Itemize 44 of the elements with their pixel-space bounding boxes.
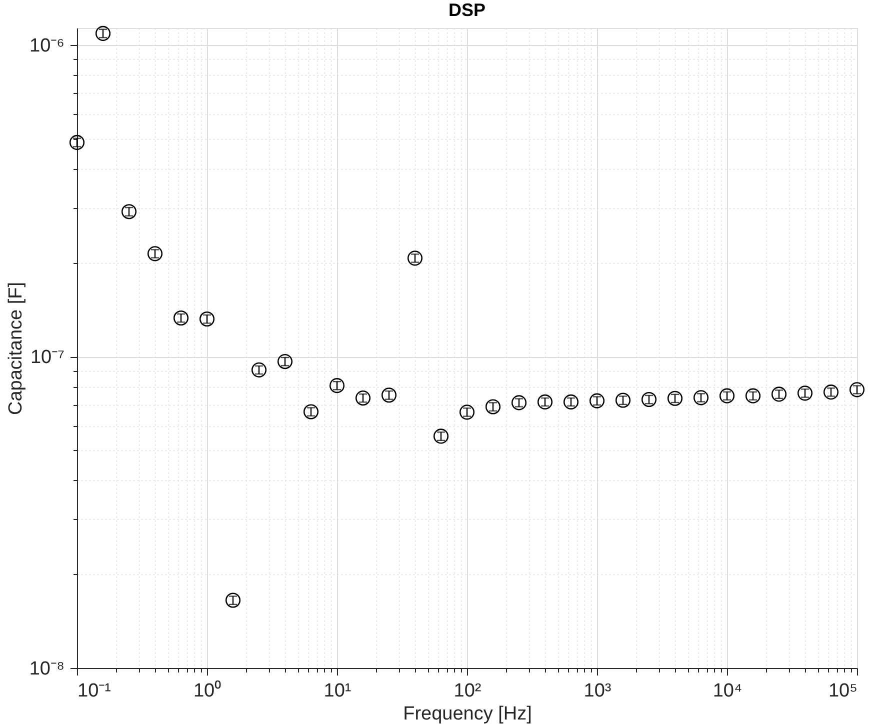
y-tick-label: 10⁻⁷: [30, 347, 65, 368]
point: [433, 428, 449, 444]
point: [719, 388, 735, 404]
point: [797, 386, 813, 401]
point: [849, 382, 865, 398]
point: [641, 392, 657, 408]
point: [615, 392, 631, 408]
point: [329, 378, 345, 394]
point: [173, 310, 189, 326]
point: [563, 394, 579, 410]
point: [225, 592, 241, 608]
x-tick-label: 10⁻¹: [78, 680, 111, 702]
point: [277, 354, 293, 370]
point: [589, 393, 605, 408]
x-tick-label: 10³: [584, 680, 612, 702]
point: [823, 384, 839, 400]
y-tick-label: 10⁻⁶: [30, 36, 64, 57]
point: [771, 386, 787, 402]
point: [485, 399, 501, 414]
point: [355, 390, 371, 406]
x-tick-label: 10²: [454, 680, 482, 702]
x-tick-label: 10⁵: [828, 680, 858, 702]
point: [95, 26, 111, 41]
point: [381, 388, 397, 403]
point: [511, 395, 527, 410]
point: [537, 394, 553, 410]
point: [147, 246, 163, 262]
x-tick-label: 10¹: [324, 680, 352, 702]
point: [693, 390, 709, 406]
chart-title: DSP: [448, 0, 486, 20]
point: [121, 204, 137, 220]
point: [459, 404, 475, 420]
point: [69, 134, 85, 150]
point: [407, 250, 423, 266]
y-axis-title: Capacitance [F]: [5, 282, 26, 416]
point: [199, 311, 215, 327]
point: [251, 362, 267, 378]
x-tick-label: 10⁰: [193, 680, 222, 702]
point: [667, 390, 683, 406]
y-tick-label: 10⁻⁸: [29, 658, 64, 680]
x-tick-label: 10⁴: [712, 680, 742, 702]
point: [745, 388, 761, 404]
point: [303, 404, 319, 420]
x-axis-title: Frequency [Hz]: [403, 704, 532, 724]
